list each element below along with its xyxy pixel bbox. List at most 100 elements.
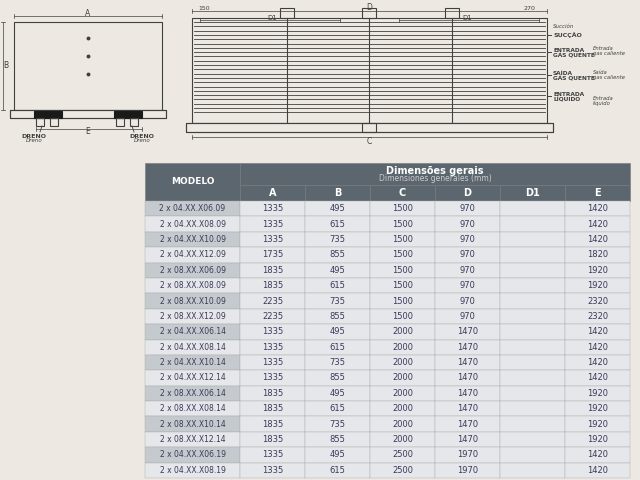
Bar (145, 232, 240, 247)
Bar (370, 309, 435, 324)
Bar (500, 232, 565, 247)
Text: Dimensões gerais: Dimensões gerais (387, 167, 484, 176)
Text: 1920: 1920 (587, 404, 608, 413)
Text: SUCÇÃO: SUCÇÃO (553, 32, 582, 38)
Bar (240, 278, 305, 293)
Text: 1420: 1420 (587, 219, 608, 228)
Bar (370, 293, 435, 309)
Bar (240, 293, 305, 309)
Text: 615: 615 (330, 281, 346, 290)
Text: D1: D1 (267, 15, 277, 21)
Bar (305, 447, 370, 463)
Text: 1420: 1420 (587, 466, 608, 475)
Bar (240, 263, 305, 278)
Bar (500, 216, 565, 232)
Bar (435, 247, 500, 263)
Bar (565, 263, 630, 278)
Bar (240, 309, 305, 324)
Text: 1420: 1420 (587, 358, 608, 367)
Text: 2320: 2320 (587, 312, 608, 321)
Text: C: C (367, 136, 372, 145)
Text: 2320: 2320 (587, 297, 608, 306)
Text: 1820: 1820 (587, 251, 608, 259)
Bar (370, 401, 435, 417)
Text: 615: 615 (330, 404, 346, 413)
Text: Dreno: Dreno (26, 139, 42, 144)
Bar (240, 216, 305, 232)
Text: 1335: 1335 (262, 219, 283, 228)
Bar (145, 293, 240, 309)
Text: 1500: 1500 (392, 204, 413, 213)
Bar (565, 185, 630, 201)
Bar (370, 232, 435, 247)
Bar (370, 417, 435, 432)
Text: 855: 855 (330, 312, 346, 321)
Text: 1470: 1470 (457, 327, 478, 336)
Text: 2 x 04.XX.X08.14: 2 x 04.XX.X08.14 (159, 343, 225, 352)
Text: 970: 970 (460, 204, 476, 213)
Bar (240, 355, 305, 370)
Bar (305, 401, 370, 417)
Bar (565, 447, 630, 463)
Bar (435, 447, 500, 463)
Text: C: C (399, 188, 406, 198)
Bar (565, 432, 630, 447)
Text: GÁS QUENTE: GÁS QUENTE (553, 75, 595, 81)
Text: 2000: 2000 (392, 327, 413, 336)
Text: 495: 495 (330, 450, 346, 459)
Text: 1335: 1335 (262, 373, 283, 383)
Bar (240, 185, 305, 201)
Bar (240, 401, 305, 417)
Text: Succión: Succión (553, 24, 574, 28)
Text: 495: 495 (330, 327, 346, 336)
Bar (435, 370, 500, 385)
Bar (500, 293, 565, 309)
Text: 970: 970 (460, 251, 476, 259)
Text: 1335: 1335 (262, 450, 283, 459)
Bar (145, 324, 240, 339)
Bar (370, 216, 435, 232)
Text: 495: 495 (330, 204, 346, 213)
Bar (370, 324, 435, 339)
Text: 970: 970 (460, 312, 476, 321)
Text: 495: 495 (330, 389, 346, 398)
Bar (145, 201, 240, 216)
Bar (240, 432, 305, 447)
Bar (305, 339, 370, 355)
Text: 1835: 1835 (262, 420, 283, 429)
Text: 2000: 2000 (392, 435, 413, 444)
Text: 495: 495 (330, 266, 346, 275)
Bar (370, 263, 435, 278)
Bar (240, 339, 305, 355)
Bar (145, 339, 240, 355)
Bar (240, 201, 305, 216)
Bar (305, 232, 370, 247)
Bar (435, 355, 500, 370)
Bar (370, 278, 435, 293)
Bar (500, 201, 565, 216)
Text: 1500: 1500 (392, 219, 413, 228)
Bar (500, 247, 565, 263)
Bar (435, 232, 500, 247)
Bar (240, 385, 305, 401)
Bar (500, 385, 565, 401)
Text: DRENO: DRENO (129, 133, 154, 139)
Text: gas caliente: gas caliente (593, 51, 625, 57)
Bar (565, 463, 630, 478)
Bar (145, 247, 240, 263)
Bar (565, 339, 630, 355)
Bar (240, 417, 305, 432)
Text: ENTRADA: ENTRADA (553, 92, 584, 96)
Bar (500, 324, 565, 339)
Text: DRENO: DRENO (22, 133, 47, 139)
Text: A: A (85, 9, 91, 17)
Bar (370, 247, 435, 263)
Text: 1970: 1970 (457, 450, 478, 459)
Bar (145, 385, 240, 401)
Text: 855: 855 (330, 435, 346, 444)
Text: 1420: 1420 (587, 327, 608, 336)
Text: 2000: 2000 (392, 343, 413, 352)
Text: B: B (3, 61, 8, 71)
Text: 970: 970 (460, 219, 476, 228)
Bar (305, 247, 370, 263)
